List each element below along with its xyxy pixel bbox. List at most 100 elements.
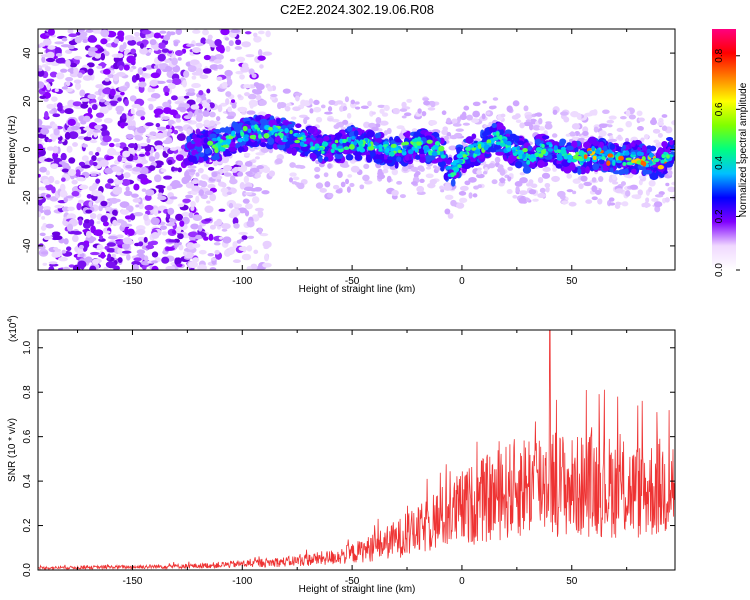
spectrogram-cell	[282, 135, 287, 142]
spectrogram-cell	[607, 124, 613, 128]
spectrogram-cell	[261, 190, 270, 195]
snr-frame	[37, 329, 676, 571]
spectrogram-cell	[41, 56, 46, 63]
spectrogram-cell	[241, 41, 252, 48]
spectrogram-cell	[444, 135, 449, 141]
spectrogram-cell	[191, 180, 200, 184]
y-tick-label: 0.2	[22, 518, 33, 532]
spectrogram-cell	[44, 111, 49, 119]
spectrogram-cell	[162, 69, 169, 73]
spectrogram-cell	[110, 102, 117, 106]
spectrogram-cell	[192, 155, 197, 164]
spectrogram-cell	[138, 241, 144, 247]
spectrogram-cell	[438, 145, 445, 152]
spectrogram-cell	[46, 51, 55, 59]
spectrogram-cell	[516, 145, 520, 151]
spectrogram-cell	[291, 147, 297, 156]
spectrogram-cell	[90, 173, 97, 177]
spectrogram-cell	[91, 258, 100, 265]
spectrogram-cell	[406, 98, 412, 103]
spectrogram-cell	[123, 190, 133, 196]
x-tick-label: -150	[122, 276, 142, 287]
spectrogram-cell	[94, 117, 103, 123]
spectrogram-cell	[556, 156, 563, 161]
spectrogram-cell	[445, 159, 453, 165]
spectrogram-cell	[666, 154, 670, 159]
spectrogram-cell	[544, 182, 551, 188]
spectrogram-cell	[292, 106, 301, 112]
spectrogram-cell	[444, 208, 451, 215]
spectrogram-cell	[376, 132, 382, 137]
spectrogram-cell	[274, 158, 283, 165]
spectrogram-cell	[641, 145, 647, 151]
spectrogram-cell	[77, 247, 84, 255]
spectrogram-cell	[491, 179, 498, 185]
spectrogram-cell	[207, 252, 215, 257]
spectrogram-cell	[240, 131, 245, 137]
spectrogram-cell	[211, 171, 218, 178]
spectrogram-cell	[548, 143, 553, 148]
spectrogram-cell	[227, 246, 236, 255]
colorbar-tick-label: 0.6	[714, 102, 725, 116]
spectrogram-cell	[186, 128, 192, 135]
spectrogram-cell	[156, 185, 166, 189]
spectrogram-cell	[176, 96, 185, 102]
spectrogram-cell	[456, 202, 465, 209]
spectrogram-cell	[228, 135, 234, 140]
spectrogram-cell	[426, 139, 433, 144]
spectrogram-cell	[363, 163, 370, 170]
spectrogram-cell	[148, 165, 156, 172]
spectrogram-cell	[417, 145, 422, 149]
spectrogram-cell	[224, 69, 233, 77]
spectrogram-cell	[95, 84, 103, 89]
spectrogram-cell	[86, 62, 95, 68]
spectrogram-cell	[237, 146, 245, 152]
spectrogram-cell	[493, 144, 501, 150]
spectrogram-cell	[100, 251, 106, 259]
spectrogram-cell	[365, 154, 372, 163]
spectrogram-cell	[45, 194, 51, 198]
spectrogram-cell	[209, 224, 216, 230]
spectrogram-cell	[59, 57, 65, 61]
spectrogram-cell	[217, 143, 222, 149]
spectrogram-cell	[46, 146, 55, 151]
spectrogram-cell	[118, 86, 128, 92]
spectrogram-cell	[254, 173, 261, 179]
spectrogram-cell	[399, 108, 408, 112]
spectrogram-cell	[65, 77, 74, 82]
spectrogram-cell	[44, 158, 54, 162]
spectrogram-cell	[363, 121, 371, 129]
spectrogram-cell	[168, 70, 173, 77]
spectrogram-cell	[241, 62, 249, 69]
spectrogram-cell	[541, 135, 550, 140]
spectrogram-cell	[464, 180, 471, 186]
spectrogram-cell	[38, 118, 43, 127]
spectrogram-cell	[560, 111, 569, 116]
spectrogram-cell	[657, 164, 664, 170]
snr-panel: -150 -100 -50 0 50 0.0 0.2 0.4 0.6 0.8 1.0 Height…	[7, 315, 676, 595]
spectrogram-cell	[487, 163, 496, 169]
spectrogram-cell	[544, 123, 553, 130]
spectrogram-cell	[626, 161, 633, 166]
spectrogram-cell	[651, 117, 657, 124]
spectrogram-cell	[39, 232, 46, 237]
spectrogram-cell	[295, 94, 300, 102]
spectrogram-cell	[242, 198, 250, 204]
spectrogram-cell	[121, 113, 127, 120]
spectrogram-cell	[294, 139, 301, 144]
spectrogram-cell	[241, 235, 248, 240]
spectrogram-cell	[204, 190, 214, 196]
spectrogram-cell	[175, 118, 182, 123]
spectrogram-cell	[50, 163, 57, 169]
spectrogram-cell	[225, 45, 231, 52]
spectrogram-cell	[450, 172, 457, 176]
spectrogram-cell	[621, 201, 629, 207]
spectrogram-cell	[458, 191, 467, 196]
spectrogram-cell	[119, 44, 125, 53]
spectrogram-cell	[192, 257, 200, 263]
spectrogram-cell	[121, 178, 131, 187]
spectrogram-cell	[313, 106, 322, 113]
spectrogram-cell	[217, 64, 224, 70]
spectrogram-cell	[153, 32, 162, 39]
spectrogram-cell	[482, 170, 488, 175]
